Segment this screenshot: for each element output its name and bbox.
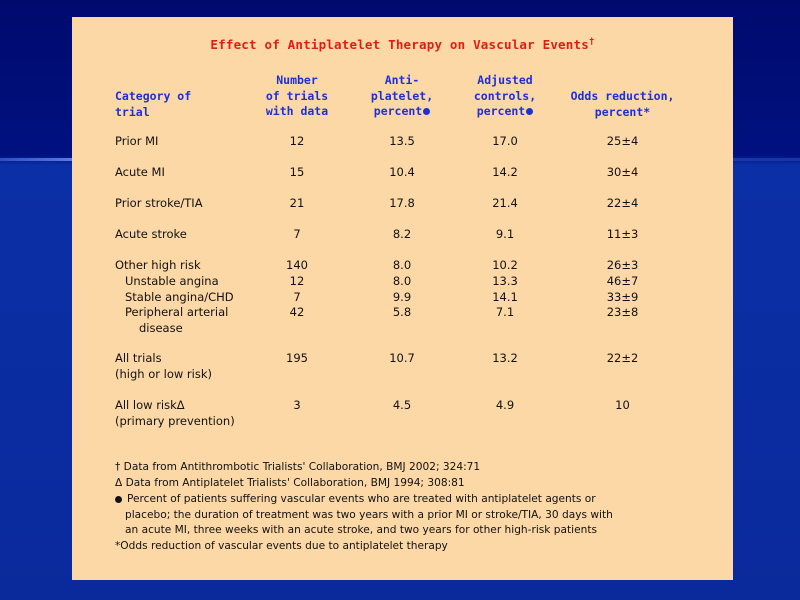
row-label: All low riskΔ: [115, 398, 185, 412]
cell-odds: 26±3: [606, 258, 639, 272]
cell-ctrl: 9.1: [495, 227, 515, 241]
row-label: Acute MI: [115, 165, 165, 179]
table-slide: Effect of Antiplatelet Therapy on Vascul…: [72, 17, 733, 580]
header-controls: Adjusted controls, percent: [473, 73, 537, 118]
footnote-3: Percent of patients suffering vascular e…: [115, 492, 596, 508]
cell-ctrl: 4.9: [495, 398, 515, 412]
header-antiplatelet: Anti-platelet, percent: [370, 73, 434, 118]
header-odds: Odds reduction, percent*: [570, 89, 675, 119]
cell-anti: 13.5: [389, 134, 415, 148]
header-trials: Number of trials with data: [265, 73, 329, 118]
cell-anti: 4.5: [392, 398, 412, 412]
cell-odds: 22±4: [606, 196, 639, 210]
cell-trials: 42: [289, 305, 305, 319]
cell-ctrl: 14.1: [492, 290, 518, 304]
cell-trials: 12: [289, 134, 305, 148]
footnote-2: Δ Data from Antiplatelet Trialists' Coll…: [115, 477, 465, 489]
cell-odds: 23±8: [606, 305, 639, 319]
cell-trials: 195: [286, 351, 308, 365]
row-label: Unstable angina: [125, 274, 219, 288]
bullet-icon: [115, 495, 122, 503]
cell-ctrl: 10.2: [492, 258, 518, 272]
cell-trials: 15: [289, 165, 305, 179]
cell-anti: 10.4: [389, 165, 415, 179]
cell-odds: 22±2: [606, 351, 639, 365]
cell-trials: 7: [293, 290, 301, 304]
cell-anti: 5.8: [392, 305, 412, 319]
row-label-cont: disease: [139, 321, 183, 335]
cell-ctrl: 7.1: [495, 305, 515, 319]
cell-odds: 25±4: [606, 134, 639, 148]
header-category: Category of trial: [115, 89, 192, 119]
row-label-cont: (high or low risk): [115, 367, 212, 381]
cell-odds: 46±7: [606, 274, 639, 288]
cell-trials: 140: [286, 258, 308, 272]
cell-odds: 30±4: [606, 165, 639, 179]
row-label: Other high risk: [115, 258, 201, 272]
cell-trials: 12: [289, 274, 305, 288]
cell-anti: 17.8: [389, 196, 415, 210]
cell-odds: 33±9: [606, 290, 639, 304]
row-label: Prior MI: [115, 134, 159, 148]
bullet-icon: [526, 108, 534, 115]
cell-odds: 10: [615, 398, 630, 412]
cell-anti: 8.0: [392, 274, 412, 288]
row-label-cont: (primary prevention): [115, 414, 235, 428]
footnote-3-cont: placebo; the duration of treatment was t…: [125, 509, 613, 521]
cell-ctrl: 17.0: [492, 134, 518, 148]
cell-anti: 10.7: [389, 351, 415, 365]
footnote-1: † Data from Antithrombotic Trialists' Co…: [115, 461, 481, 473]
cell-ctrl: 14.2: [492, 165, 518, 179]
cell-odds: 11±3: [606, 227, 639, 241]
title-footnote-mark: †: [588, 37, 595, 47]
cell-trials: 7: [293, 227, 301, 241]
cell-ctrl: 21.4: [492, 196, 518, 210]
row-label: Acute stroke: [115, 227, 187, 241]
cell-anti: 8.2: [392, 227, 412, 241]
row-label: Prior stroke/TIA: [115, 196, 203, 210]
footnote-4: *Odds reduction of vascular events due t…: [115, 540, 448, 552]
cell-ctrl: 13.2: [492, 351, 518, 365]
cell-anti: 8.0: [392, 258, 412, 272]
row-label: Peripheral arterial: [125, 305, 229, 319]
cell-trials: 3: [293, 398, 301, 412]
table-title: Effect of Antiplatelet Therapy on Vascul…: [210, 37, 595, 53]
footnote-3-cont2: an acute MI, three weeks with an acute s…: [125, 524, 597, 536]
row-label: Stable angina/CHD: [125, 290, 234, 304]
row-label: All trials: [115, 351, 162, 365]
cell-anti: 9.9: [392, 290, 412, 304]
cell-trials: 21: [289, 196, 305, 210]
cell-ctrl: 13.3: [492, 274, 518, 288]
bullet-icon: [423, 108, 431, 115]
